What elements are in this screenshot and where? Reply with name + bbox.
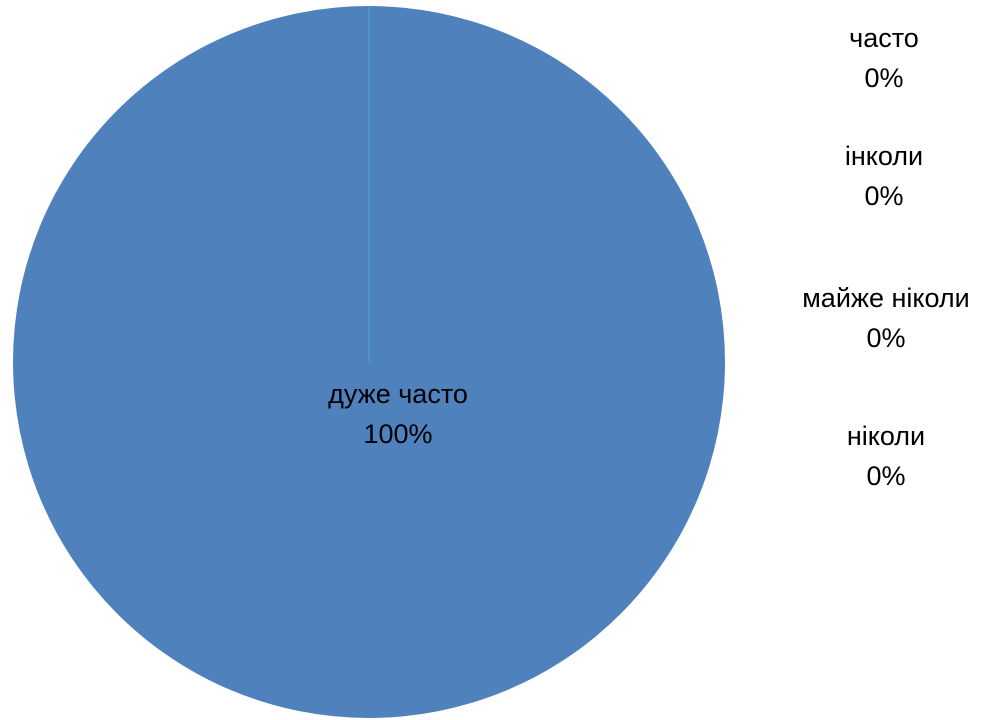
data-label-never: ніколи 0% [847, 416, 925, 496]
data-label-sometimes-percent: 0% [864, 181, 904, 211]
data-label-almost-never: майже ніколи 0% [802, 278, 970, 358]
data-label-sometimes: інколи 0% [845, 136, 923, 216]
data-label-never-name: ніколи [846, 421, 926, 451]
data-label-often-name: часто [849, 23, 919, 53]
data-label-very-often: дуже часто 100% [328, 374, 468, 454]
data-label-sometimes-name: інколи [844, 141, 924, 171]
data-label-almost-never-name: майже ніколи [802, 283, 970, 313]
data-label-often: часто 0% [849, 18, 919, 98]
data-label-never-percent: 0% [866, 461, 906, 491]
data-label-almost-never-percent: 0% [866, 323, 906, 353]
data-label-often-percent: 0% [864, 63, 904, 93]
data-label-very-often-name: дуже часто [328, 379, 468, 409]
data-label-very-often-percent: 100% [363, 419, 433, 449]
